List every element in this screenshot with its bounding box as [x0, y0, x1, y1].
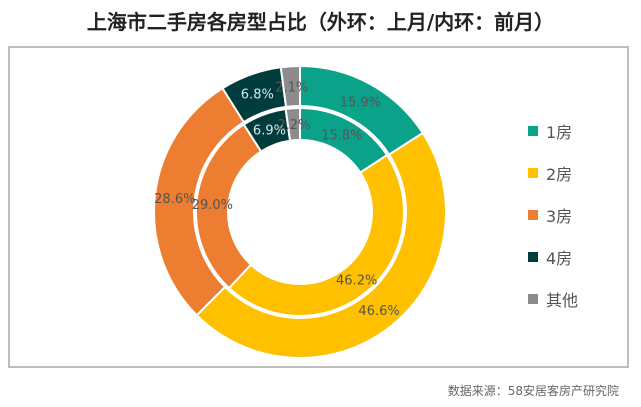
- legend-item-2room: 2房: [528, 152, 578, 194]
- data-label: 15.9%: [340, 95, 381, 110]
- legend-swatch-icon: [528, 126, 538, 136]
- data-label: 2.1%: [275, 80, 308, 95]
- data-label: 46.6%: [358, 304, 399, 319]
- donut-segment: [279, 64, 301, 109]
- legend-item-4room: 4房: [528, 236, 578, 278]
- data-label: 6.9%: [253, 123, 286, 138]
- legend-item-1room: 1房: [528, 110, 578, 152]
- legend: 1房 2房 3房 4房 其他: [528, 110, 578, 320]
- data-label: 6.8%: [241, 87, 274, 102]
- legend-item-other: 其他: [528, 278, 578, 320]
- data-source: 数据来源：58安居客房产研究院: [447, 384, 619, 398]
- donut-segment: [284, 106, 301, 142]
- data-label: 2.2%: [277, 118, 310, 133]
- data-label: 29.0%: [192, 198, 233, 213]
- data-label: 28.6%: [154, 192, 195, 207]
- legend-item-3room: 3房: [528, 194, 578, 236]
- legend-swatch-icon: [528, 168, 538, 178]
- legend-swatch-icon: [528, 294, 538, 304]
- data-label: 15.8%: [321, 129, 362, 144]
- donut-segment: [227, 153, 405, 317]
- donut-segment: [195, 131, 447, 359]
- chart-title: 上海市二手房各房型占比（外环：上月/内环：前月）: [86, 10, 555, 34]
- chart-frame: [8, 46, 629, 368]
- legend-swatch-icon: [528, 210, 538, 220]
- legend-swatch-icon: [528, 252, 538, 262]
- data-label: 46.2%: [336, 273, 377, 288]
